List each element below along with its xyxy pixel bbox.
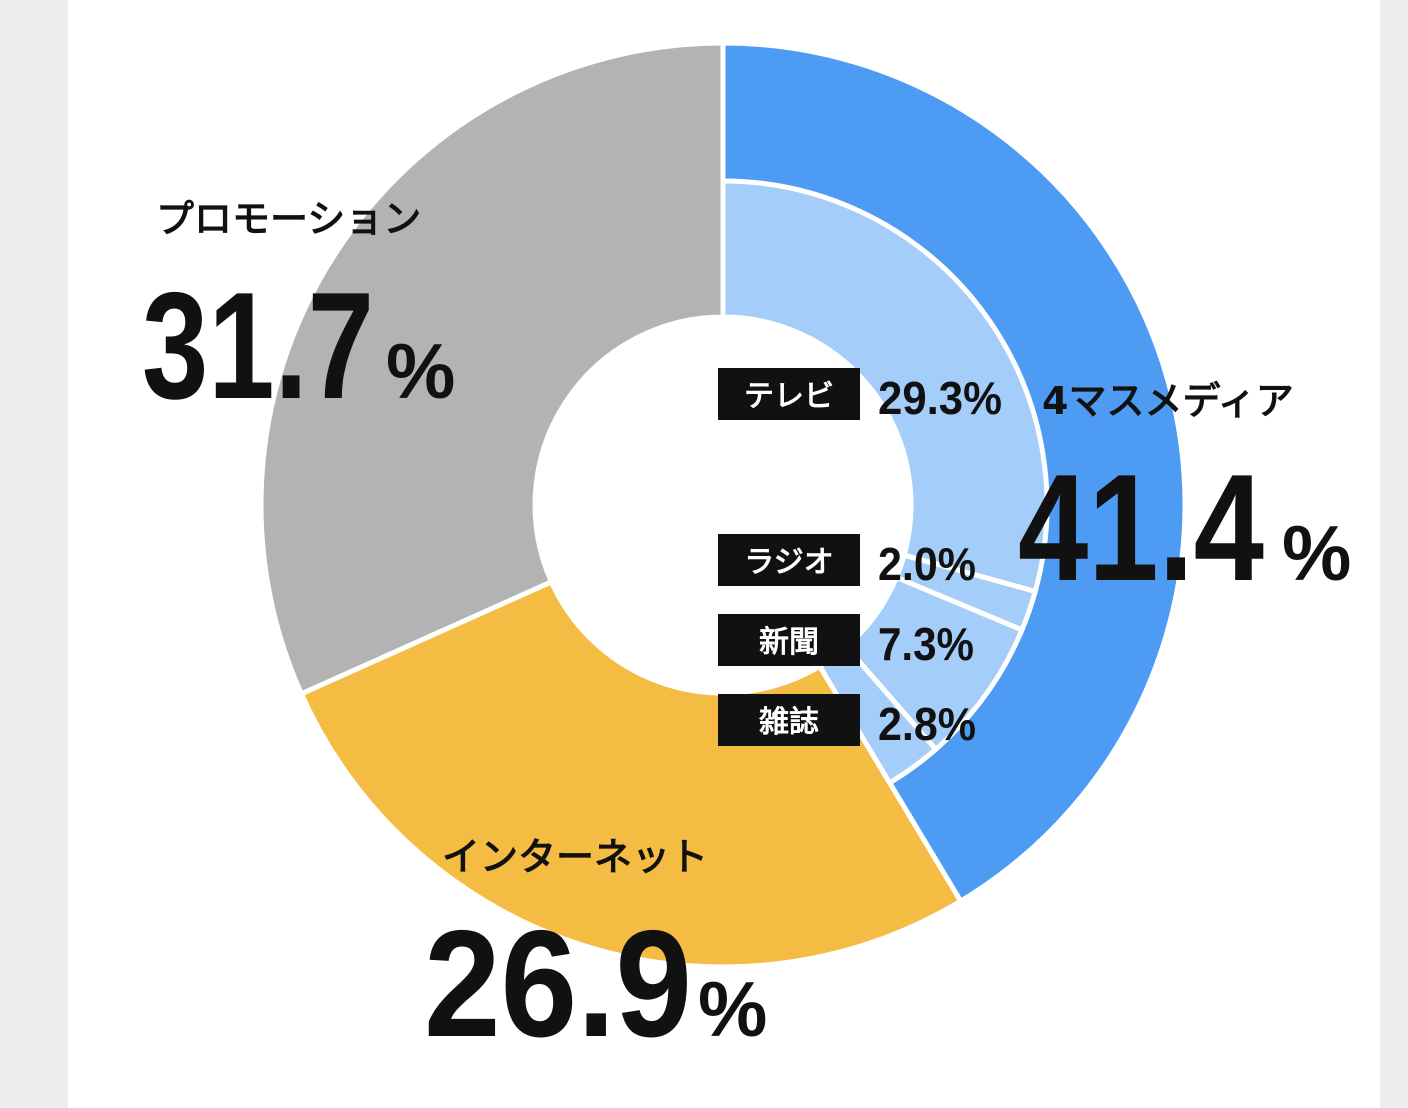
sub-tag-newspaper-bg: [718, 614, 860, 666]
chart-card: プロモーション 31.7 % 4マスメディア 41.4 % インターネット 26…: [68, 0, 1380, 1108]
sub-tag-radio: ラジオ 2.0%: [718, 534, 976, 590]
label-mass-media: 4マスメディア: [1042, 379, 1294, 423]
sub-tag-magazine-bg: [718, 694, 860, 746]
donut-chart: プロモーション 31.7 % 4マスメディア 41.4 % インターネット 26…: [142, 40, 1351, 1069]
sub-tag-tv: テレビ 29.3%: [718, 368, 1002, 424]
sub-value-newspaper: 7.3%: [878, 618, 974, 670]
pct-sign-internet: %: [698, 965, 767, 1053]
sub-tag-radio-bg: [718, 534, 860, 586]
value-mass-media: 41.4: [1018, 443, 1264, 613]
pct-sign-mass-media: %: [1282, 509, 1351, 597]
sub-tag-radio-label: ラジオ: [744, 545, 833, 580]
value-promotion: 31.7: [142, 261, 374, 431]
sub-value-magazine: 2.8%: [878, 698, 976, 750]
sub-tag-newspaper: 新聞 7.3%: [718, 614, 974, 670]
value-internet: 26.9: [424, 899, 692, 1069]
sub-tag-magazine-label: 雑誌: [758, 705, 819, 740]
sub-value-radio: 2.0%: [878, 538, 976, 590]
sub-tag-newspaper-label: 新聞: [759, 625, 819, 660]
sub-value-tv: 29.3%: [878, 372, 1002, 424]
pct-sign-promotion: %: [386, 327, 455, 415]
label-promotion: プロモーション: [156, 197, 421, 241]
sub-tag-tv-label: テレビ: [744, 379, 834, 414]
slice-internet: [298, 578, 965, 970]
sub-tag-tv-bg: [718, 368, 860, 420]
label-internet: インターネット: [442, 835, 708, 879]
sub-tag-magazine: 雑誌 2.8%: [718, 694, 976, 750]
